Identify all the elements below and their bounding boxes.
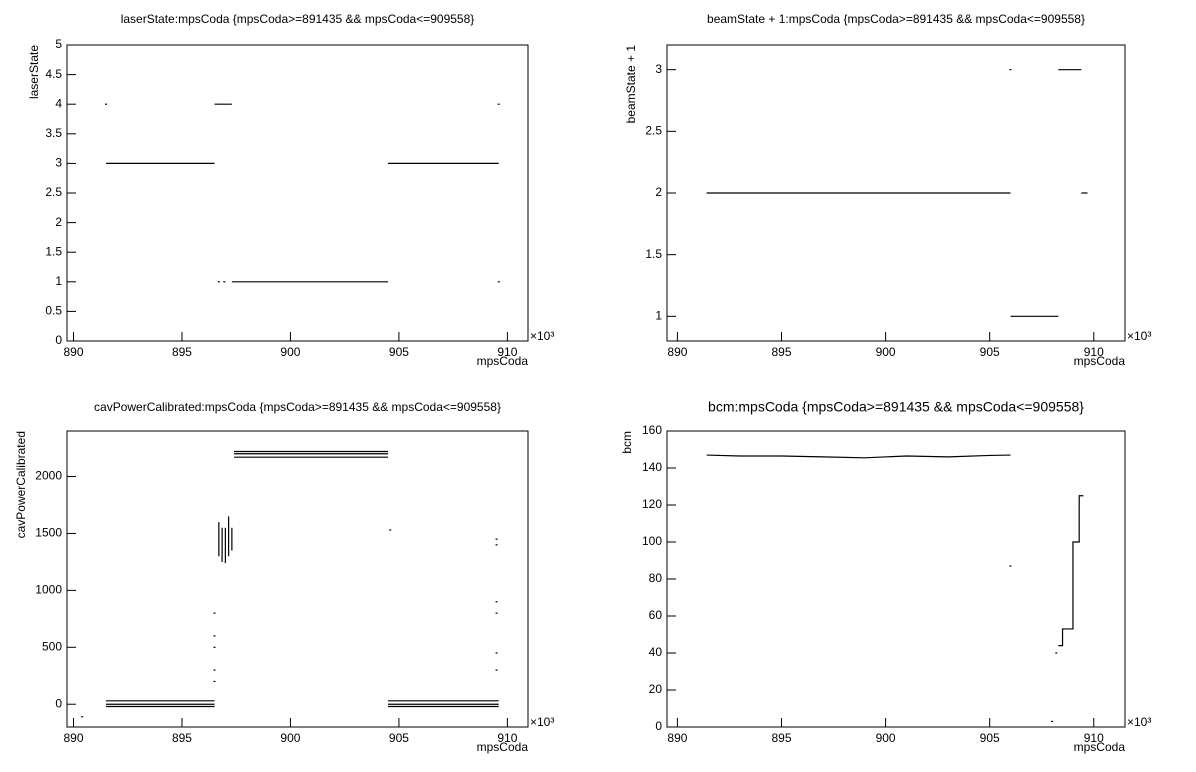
y-axis-label: beamState + 1 (624, 45, 638, 124)
x-tick-label: 895 (172, 731, 192, 745)
x-tick-label: 910 (497, 731, 517, 745)
y-tick-label: 2 (655, 185, 662, 199)
y-tick-label: 40 (649, 645, 663, 659)
x-tick-label: 895 (771, 731, 791, 745)
point (495, 612, 498, 614)
frame (66, 44, 529, 342)
y-tick-label: 4 (55, 96, 62, 110)
y-axis-label: bcm (620, 431, 634, 454)
y-tick-label: 0.5 (45, 304, 62, 318)
y-tick-label: 0 (55, 696, 62, 710)
y-tick-label: 140 (642, 460, 662, 474)
point (1051, 720, 1054, 723)
y-tick-label: 2 (55, 215, 62, 229)
x-axis-exponent: ×10³ (530, 329, 554, 343)
y-tick-label: 3 (55, 156, 62, 170)
y-tick-label: 80 (649, 571, 663, 585)
x-tick-label: 895 (771, 345, 791, 359)
y-tick-label: 160 (642, 423, 662, 437)
x-tick-label: 905 (980, 345, 1000, 359)
y-tick-label: 3.5 (45, 126, 62, 140)
y-tick-label: 2.5 (45, 185, 62, 199)
frame (66, 430, 529, 728)
x-tick-label: 905 (980, 731, 1000, 745)
y-tick-label: 2000 (35, 469, 62, 483)
y-tick-label: 1500 (35, 526, 62, 540)
x-tick-label: 890 (667, 731, 687, 745)
x-axis-label: mpsCoda (477, 740, 529, 754)
y-tick-label: 1.5 (645, 247, 662, 261)
y-tick-label: 3 (655, 62, 662, 76)
chart-title: cavPowerCalibrated:mpsCoda {mpsCoda>=891… (94, 400, 501, 414)
point (495, 601, 498, 603)
point (217, 281, 220, 283)
y-axis-label: cavPowerCalibrated (14, 431, 28, 538)
chart-title: laserState:mpsCoda {mpsCoda>=891435 && m… (121, 12, 475, 26)
point (495, 652, 498, 654)
point (213, 646, 216, 648)
x-tick-label: 890 (63, 345, 83, 359)
x-axis-exponent: ×10³ (530, 715, 554, 729)
y-tick-label: 1000 (35, 583, 62, 597)
y-tick-label: 500 (42, 639, 62, 653)
y-tick-label: 100 (642, 534, 662, 548)
y-tick-label: 2.5 (645, 124, 662, 138)
point (495, 544, 498, 546)
frame (666, 430, 1126, 728)
point (223, 281, 226, 283)
y-tick-label: 1 (55, 274, 62, 288)
x-tick-label: 890 (667, 345, 687, 359)
y-tick-label: 20 (649, 682, 663, 696)
y-tick-label: 5 (55, 37, 62, 51)
x-axis-label: mpsCoda (1074, 740, 1126, 754)
point (1009, 69, 1012, 71)
y-tick-label: 60 (649, 608, 663, 622)
y-axis-label: laserState (27, 45, 41, 99)
point (389, 529, 392, 531)
y-tick-label: 0 (55, 333, 62, 347)
point (495, 538, 498, 540)
x-axis-label: mpsCoda (1074, 354, 1126, 368)
point (213, 680, 216, 683)
y-tick-label: 1 (655, 309, 662, 323)
point (495, 669, 498, 671)
point (81, 716, 84, 718)
point-run (1058, 495, 1084, 647)
x-tick-label: 900 (876, 731, 896, 745)
x-tick-label: 900 (280, 345, 300, 359)
x-tick-label: 910 (1084, 345, 1104, 359)
y-tick-label: 120 (642, 497, 662, 511)
x-tick-label: 905 (389, 731, 409, 745)
x-tick-label: 900 (876, 345, 896, 359)
x-tick-label: 895 (172, 345, 192, 359)
point (105, 103, 108, 105)
x-tick-label: 905 (389, 345, 409, 359)
x-axis-exponent: ×10³ (1127, 329, 1151, 343)
x-tick-label: 900 (280, 731, 300, 745)
y-tick-label: 0 (655, 719, 662, 733)
point (213, 635, 216, 637)
point (213, 669, 216, 671)
point (1009, 565, 1012, 567)
point (213, 612, 216, 614)
x-axis-exponent: ×10³ (1127, 715, 1151, 729)
x-tick-label: 910 (497, 345, 517, 359)
x-tick-label: 890 (63, 731, 83, 745)
point (497, 281, 500, 283)
y-tick-label: 4.5 (45, 67, 62, 81)
x-tick-label: 910 (1084, 731, 1104, 745)
point (1055, 652, 1058, 654)
point-run (706, 454, 1011, 459)
x-axis-label: mpsCoda (477, 354, 529, 368)
point (497, 103, 500, 105)
chart-title: bcm:mpsCoda {mpsCoda>=891435 && mpsCoda<… (708, 399, 1084, 415)
chart-title: beamState + 1:mpsCoda {mpsCoda>=891435 &… (707, 12, 1085, 26)
y-tick-label: 1.5 (45, 244, 62, 258)
